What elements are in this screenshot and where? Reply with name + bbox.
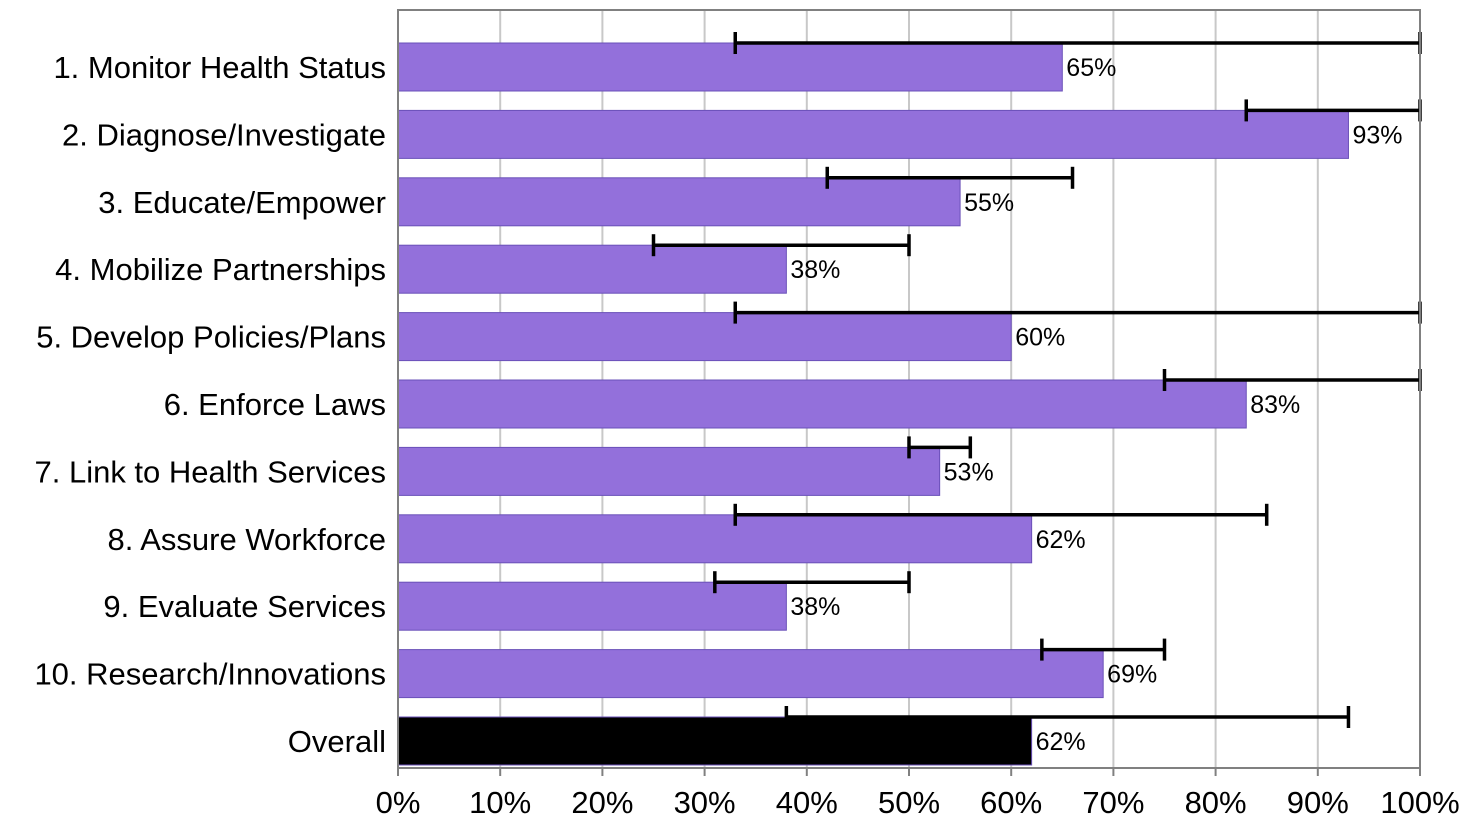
value-label: 62% [1036, 526, 1086, 554]
value-label: 62% [1036, 728, 1086, 756]
value-label: 38% [790, 256, 840, 284]
bar [397, 446, 941, 496]
bar [397, 244, 787, 294]
x-tick-label: 40% [776, 785, 838, 818]
bar [397, 177, 961, 227]
value-label: 69% [1107, 661, 1157, 689]
x-axis-tick-labels: 0% 10% 20% 30% 40% 50% 60% 70% 80% 90% 100% [376, 768, 1460, 818]
category-label: Overall [288, 724, 386, 759]
value-label: 60% [1015, 324, 1065, 352]
category-label: 2. Diagnose/Investigate [62, 117, 386, 152]
bar [397, 514, 1033, 564]
bar [397, 379, 1247, 429]
bars [397, 42, 1349, 766]
x-tick-label: 100% [1380, 785, 1459, 818]
x-tick-label: 20% [571, 785, 633, 818]
value-label: 83% [1250, 391, 1300, 419]
x-tick-label: 50% [878, 785, 940, 818]
category-label: 4. Mobilize Partnerships [55, 252, 386, 287]
x-tick-label: 30% [674, 785, 736, 818]
category-label: 3. Educate/Empower [98, 185, 386, 220]
x-tick-label: 10% [469, 785, 531, 818]
x-tick-label: 0% [376, 785, 421, 818]
value-label: 65% [1066, 54, 1116, 82]
value-labels: 65% 93% 55% 38% 60% 83% 53% 62% 38% 69% 62% [790, 54, 1402, 756]
category-label: 9. Evaluate Services [103, 589, 386, 624]
category-label: 8. Assure Workforce [107, 522, 386, 557]
value-label: 38% [790, 593, 840, 621]
error-bars [651, 32, 1422, 728]
bar [397, 581, 787, 631]
category-label: 7. Link to Health Services [34, 454, 386, 489]
x-tick-label: 70% [1082, 785, 1144, 818]
x-tick-label: 60% [980, 785, 1042, 818]
category-label: 6. Enforce Laws [164, 387, 386, 422]
value-label: 55% [964, 189, 1014, 217]
category-label: 1. Monitor Health Status [53, 50, 386, 85]
bar [397, 42, 1063, 92]
value-label: 53% [944, 458, 994, 486]
category-label: 5. Develop Policies/Plans [36, 320, 386, 355]
value-label: 93% [1352, 121, 1402, 149]
bar [397, 716, 1033, 766]
bar [397, 649, 1104, 699]
bar [397, 109, 1349, 159]
category-labels: 1. Monitor Health Status 2. Diagnose/Inve… [34, 50, 386, 759]
bar [397, 312, 1012, 362]
x-tick-label: 90% [1287, 785, 1349, 818]
x-tick-label: 80% [1185, 785, 1247, 818]
category-label: 10. Research/Innovations [34, 657, 386, 692]
